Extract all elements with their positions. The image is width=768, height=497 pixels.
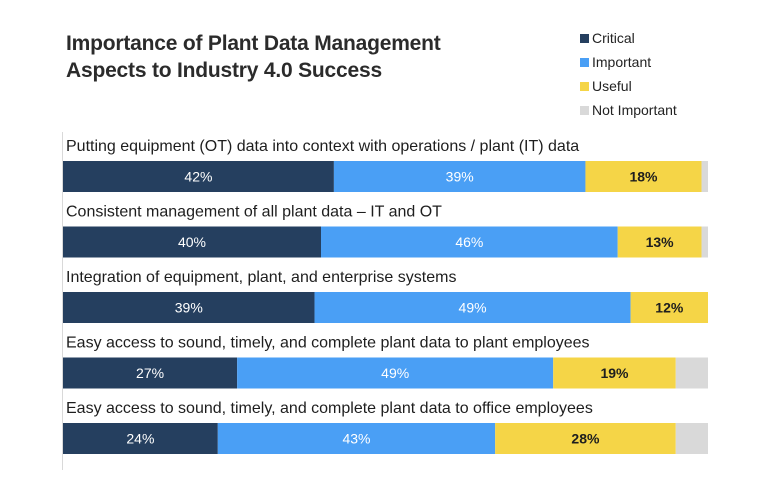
bar-segment-useful [617,226,702,258]
bar-segment-not-important [701,161,708,192]
legend-label-useful: Useful [592,78,632,94]
bar-segment-useful [553,357,676,389]
legend-item-important: Important [580,50,677,74]
legend-item-not-important: Not Important [580,98,677,122]
data-label-useful: 18% [629,169,658,185]
bar-segment-useful [585,161,702,192]
data-label-critical: 39% [175,300,203,316]
legend-item-useful: Useful [580,74,677,98]
data-label-important: 49% [459,300,487,316]
bar-segment-not-important [675,423,708,454]
data-label-useful: 13% [646,234,675,250]
data-label-critical: 40% [178,234,206,250]
legend-swatch-critical [580,33,589,43]
category-label: Easy access to sound, timely, and comple… [66,400,593,417]
data-label-critical: 27% [136,365,164,381]
bar-segment-important [314,292,631,323]
category-label: Consistent management of all plant data … [66,204,442,221]
bar-segment-useful [495,423,676,454]
legend: Critical Important Useful Not Important [580,26,677,122]
category-label: Putting equipment (OT) data into context… [66,138,579,155]
chart-title-line-1: Importance of Plant Data Management [66,32,441,55]
legend-swatch-not-important [580,105,589,115]
bar-segment-important [333,161,586,192]
bar-segment-important [217,423,496,454]
data-label-important: 39% [446,169,474,185]
category-label: Easy access to sound, timely, and comple… [66,335,590,352]
data-label-useful: 19% [600,365,629,381]
data-label-useful: 28% [571,431,600,447]
bar-segment-not-important [701,226,708,258]
data-label-useful: 12% [655,300,684,316]
legend-label-critical: Critical [592,30,635,46]
legend-item-critical: Critical [580,26,677,50]
category-label: Integration of equipment, plant, and ent… [66,269,456,286]
data-label-important: 49% [381,365,409,381]
bar-segment-critical [63,161,334,192]
legend-label-not-important: Not Important [592,102,677,118]
bar-segment-critical [63,423,218,454]
bar-segment-important [321,226,618,258]
chart-title: Importance of Plant Data Management Aspe… [66,30,441,84]
data-label-critical: 24% [126,431,154,447]
bar-segment-important [237,357,554,389]
bar-segment-useful [630,292,708,323]
chart-title-line-2: Aspects to Industry 4.0 Success [66,59,382,82]
category-axis-line [62,132,63,470]
bar-segment-critical [63,357,238,389]
data-label-critical: 42% [184,169,212,185]
legend-swatch-useful [580,81,589,91]
bar-segment-not-important [675,357,708,389]
legend-label-important: Important [592,54,652,70]
data-label-important: 46% [455,234,483,250]
bar-segment-critical [63,292,315,323]
legend-swatch-important [580,57,589,67]
bar-segment-critical [63,226,321,258]
data-label-important: 43% [342,431,370,447]
